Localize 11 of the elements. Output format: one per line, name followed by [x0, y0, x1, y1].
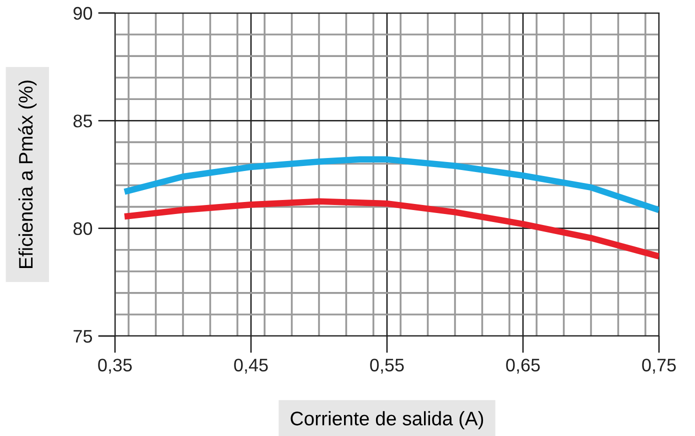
- y-tick-label: 75: [74, 330, 92, 343]
- x-tick-label: 0,65: [506, 358, 540, 374]
- x-axis-title: Corriente de salida (A): [290, 411, 484, 430]
- y-tick-label: 90: [74, 6, 92, 20]
- x-tick-label: 0,35: [98, 358, 132, 374]
- x-tick-label: 0,45: [234, 358, 268, 374]
- x-tick-label: 0,75: [642, 358, 676, 374]
- y-tick-label: 80: [73, 222, 92, 236]
- x-tick-label: 0,55: [370, 358, 404, 374]
- y-tick-label: 85: [73, 114, 92, 128]
- y-axis-title: Eficiencia a Pmáx (%): [18, 80, 37, 268]
